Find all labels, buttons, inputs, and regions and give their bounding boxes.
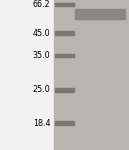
Bar — [55, 121, 74, 125]
Bar — [55, 3, 74, 6]
Bar — [55, 88, 74, 92]
Bar — [75, 9, 125, 19]
Text: 66.2: 66.2 — [33, 0, 50, 9]
Bar — [54, 0, 129, 150]
Bar — [55, 31, 74, 35]
Text: 18.4: 18.4 — [33, 118, 50, 127]
Bar — [0, 0, 54, 150]
Text: 25.0: 25.0 — [33, 85, 50, 94]
Text: 45.0: 45.0 — [33, 28, 50, 38]
Bar — [55, 54, 74, 57]
Text: 35.0: 35.0 — [33, 51, 50, 60]
